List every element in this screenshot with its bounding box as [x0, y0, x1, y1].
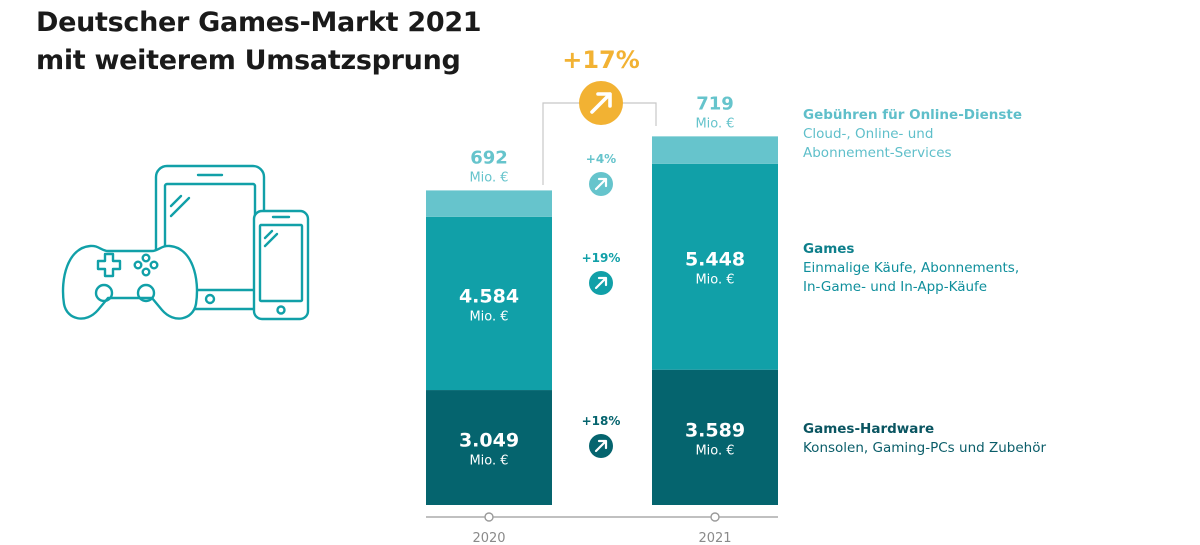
- unit-label-games-2021: Mio. €: [695, 273, 734, 288]
- unit-label-online-2021: Mio. €: [695, 116, 734, 131]
- bar-games-2020: [426, 216, 552, 391]
- growth-label-hardware: +18%: [582, 414, 621, 428]
- arrow-up-right-glyph-online: [594, 177, 608, 191]
- x-tick-label-2020: 2020: [472, 531, 505, 545]
- value-label-games-2021: 5.448: [685, 249, 745, 271]
- unit-label-hardware-2020: Mio. €: [469, 454, 508, 469]
- x-tick-label-2021: 2021: [698, 531, 731, 545]
- legend-games-line-2: In-Game- und In-App-Käufe: [803, 279, 988, 295]
- x-axis-tick-2021: [710, 512, 720, 522]
- unit-label-hardware-2021: Mio. €: [695, 443, 734, 458]
- legend-hardware-line-1: Konsolen, Gaming-PCs und Zubehör: [803, 440, 1047, 456]
- legend-online-line-2: Abonnement-Services: [803, 145, 952, 161]
- value-label-hardware-2021: 3.589: [685, 419, 745, 441]
- legend-hardware-title: Games-Hardware: [803, 421, 935, 437]
- total-growth-connector-right: [622, 102, 657, 126]
- chart-title: Deutscher Games-Markt 2021 mit weiterem …: [36, 4, 482, 80]
- total-growth-connector-left: [542, 102, 580, 185]
- bar-hardware-2020: [426, 390, 552, 505]
- unit-label-online-2020: Mio. €: [469, 170, 508, 185]
- x-axis-tick-2020: [484, 512, 494, 522]
- bar-online-2021: [652, 136, 778, 164]
- title-line-1: Deutscher Games-Markt 2021: [36, 7, 482, 38]
- value-label-online-2020: 692: [470, 147, 508, 168]
- gaming-devices-icon: [61, 164, 310, 321]
- legend-games-line-1: Einmalige Käufe, Abonnements,: [803, 260, 1020, 276]
- bar-online-2020: [426, 190, 552, 217]
- title-line-2: mit weiterem Umsatzsprung: [36, 45, 461, 76]
- legend-hardware: Games-Hardware Konsolen, Gaming-PCs und …: [803, 420, 1046, 458]
- value-label-online-2021: 719: [696, 93, 734, 114]
- legend-online-services: Gebühren für Online-Dienste Cloud-, Onli…: [803, 106, 1022, 163]
- bar-hardware-2021: [652, 369, 778, 505]
- growth-label-games: +19%: [582, 251, 621, 265]
- unit-label-games-2020: Mio. €: [469, 309, 508, 324]
- legend-online-line-1: Cloud-, Online- und: [803, 126, 934, 142]
- arrow-up-right-glyph-games: [594, 276, 608, 290]
- legend-games: Games Einmalige Käufe, Abonnements, In-G…: [803, 240, 1019, 297]
- growth-label-online: +4%: [586, 152, 616, 166]
- total-growth-arrow-glyph: [590, 92, 612, 114]
- value-label-hardware-2020: 3.049: [459, 430, 519, 452]
- bar-games-2021: [652, 163, 778, 370]
- value-label-games-2020: 4.584: [459, 285, 519, 307]
- legend-games-title: Games: [803, 241, 855, 257]
- arrow-up-right-glyph-hardware: [594, 439, 608, 453]
- total-growth-label: +17%: [562, 46, 640, 74]
- legend-online-title: Gebühren für Online-Dienste: [803, 107, 1023, 123]
